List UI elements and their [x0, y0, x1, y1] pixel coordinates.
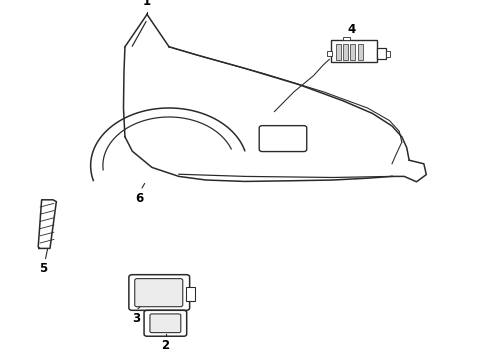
Text: 3: 3: [132, 312, 140, 325]
Text: 2: 2: [162, 339, 170, 352]
Bar: [343, 37, 350, 40]
Bar: [327, 51, 332, 56]
Text: 4: 4: [348, 23, 356, 36]
Bar: [343, 44, 348, 60]
Text: 5: 5: [39, 262, 47, 275]
FancyBboxPatch shape: [129, 275, 190, 310]
Bar: [377, 48, 386, 59]
Bar: [186, 287, 195, 301]
Bar: [331, 40, 377, 62]
Bar: [386, 51, 390, 57]
FancyBboxPatch shape: [135, 279, 183, 307]
Polygon shape: [38, 200, 56, 248]
FancyBboxPatch shape: [259, 126, 307, 152]
FancyBboxPatch shape: [144, 310, 187, 336]
Text: 1: 1: [143, 0, 151, 8]
Text: 6: 6: [136, 192, 144, 204]
Bar: [358, 44, 363, 60]
Bar: [336, 44, 341, 60]
FancyBboxPatch shape: [150, 314, 181, 333]
Bar: [350, 44, 355, 60]
